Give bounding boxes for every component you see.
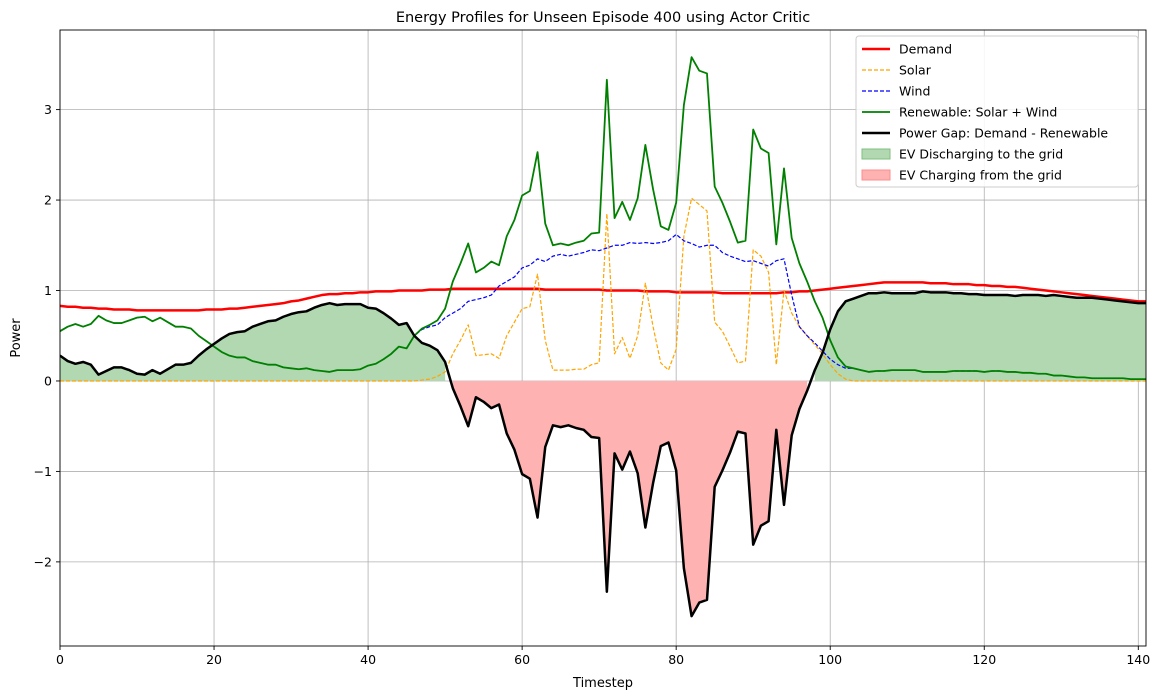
- ev-discharging-area: [814, 291, 1146, 381]
- plot-frame: [59, 29, 1147, 647]
- x-tick-label: 80: [668, 652, 684, 667]
- x-tick-label: 60: [514, 652, 530, 667]
- demand-line: [60, 281, 1146, 312]
- renewable-line: [60, 56, 1146, 381]
- legend-label: Solar: [899, 63, 932, 78]
- x-tick-label: 40: [360, 652, 376, 667]
- x-axis-label: Timestep: [572, 676, 633, 691]
- legend-label: Demand: [899, 42, 952, 57]
- solar-line: [60, 197, 1146, 382]
- legend-swatch: [861, 169, 891, 181]
- x-tick-label: 120: [972, 652, 996, 667]
- x-tick-label: 140: [1126, 652, 1150, 667]
- y-tick-label: 2: [44, 193, 52, 208]
- power-gap-line: [60, 290, 1146, 618]
- ev-charging-area: [452, 380, 808, 617]
- series-lines: [60, 56, 1146, 618]
- x-tick-label: 100: [818, 652, 842, 667]
- chart-title: Energy Profiles for Unseen Episode 400 u…: [396, 10, 810, 26]
- ev-fill-areas: [60, 291, 1146, 617]
- legend-label: EV Discharging to the grid: [899, 147, 1063, 162]
- legend-label: Wind: [899, 84, 930, 99]
- y-tick-label: 0: [44, 373, 52, 388]
- legend-label: EV Charging from the grid: [899, 168, 1062, 183]
- y-tick-label: 3: [44, 102, 52, 117]
- legend-box: [855, 35, 1139, 188]
- x-tick-label: 0: [56, 652, 64, 667]
- y-axis-ticks: −2 −1 0 1 2 3: [34, 102, 60, 569]
- y-tick-label: 1: [44, 283, 52, 298]
- y-tick-label: −1: [34, 464, 52, 479]
- x-tick-label: 20: [206, 652, 222, 667]
- y-axis-label: Power: [9, 318, 24, 358]
- legend-label: Power Gap: Demand - Renewable: [899, 126, 1108, 141]
- legend-label: Renewable: Solar + Wind: [899, 105, 1057, 120]
- legend-swatch: [861, 148, 891, 160]
- legend: Demand Solar Wind Renewable: Solar + Wind Po…: [855, 35, 1139, 188]
- y-tick-label: −2: [34, 554, 52, 569]
- x-axis-ticks: 0 20 40 60 80 100 120 140: [56, 646, 1150, 667]
- ev-discharging-area: [60, 303, 446, 381]
